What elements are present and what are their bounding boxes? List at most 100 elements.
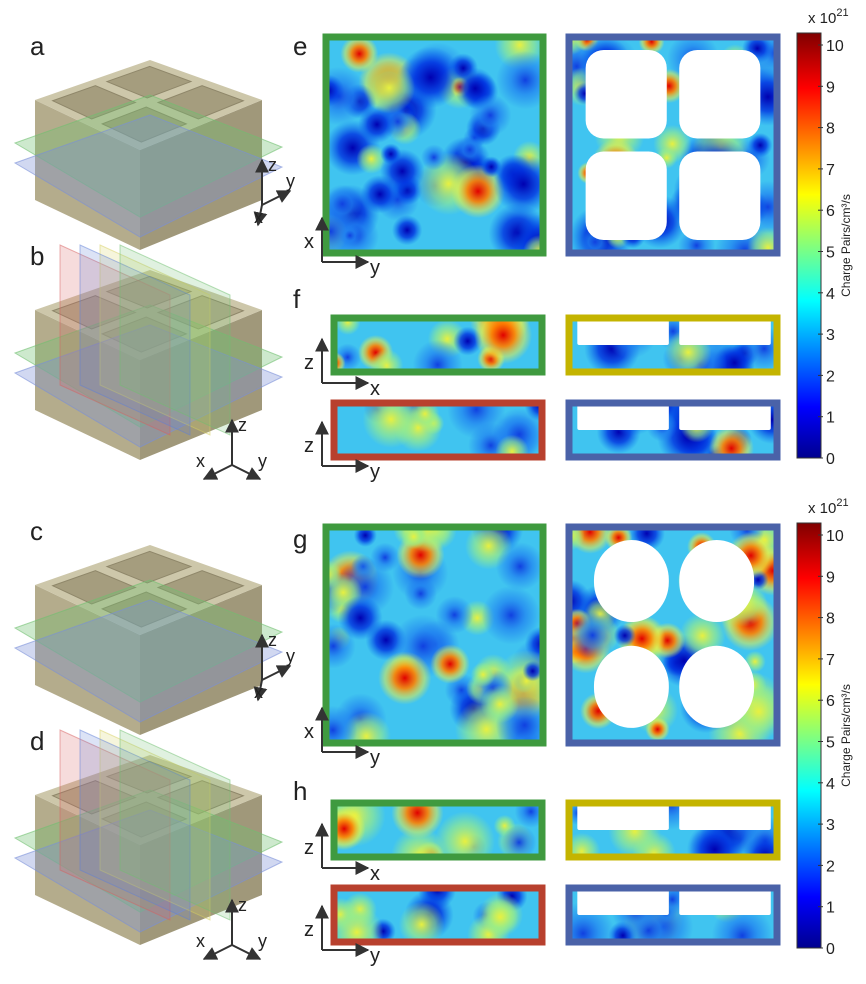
label: c [30,516,43,546]
heat-map [300,20,570,272]
label: 2 [826,858,835,875]
scale-prefix: x 10 [808,10,836,27]
label: x [304,721,314,743]
void [679,50,760,139]
label: y [370,461,380,483]
void [679,540,754,622]
heat-map [547,21,797,280]
label: z [304,919,314,941]
label: y [286,646,295,666]
axis-arrow [204,945,232,959]
heat-blob [495,435,529,469]
label: z [304,352,314,374]
label: Charge Pairs/cm³/s [839,194,853,297]
device-3d [15,545,282,735]
label: 4 [826,286,835,303]
void [679,803,771,830]
heat-blob [748,133,773,158]
label: 9 [826,569,835,586]
heat-blob [481,685,519,723]
label: z [238,415,247,435]
heat-blob [404,577,436,609]
label: 9 [826,79,835,96]
label: 1 [826,410,835,427]
axis-arrow [262,666,290,680]
scale-label: x 1021 [808,7,849,27]
label: 6 [826,203,835,220]
label: 10 [826,528,844,545]
heat-blob [456,136,483,163]
label: 0 [826,451,835,468]
label: 1 [826,900,835,917]
label: x [370,378,380,400]
void [679,403,771,430]
scale-label: x 1021 [808,497,849,517]
void [679,888,771,915]
heat-blob [709,426,754,471]
label: a [30,31,45,61]
heat-blob [335,310,360,335]
heat-blob [308,706,357,755]
scale-prefix: x 10 [808,500,836,517]
heat-map [563,778,790,878]
heat-blob [338,596,383,641]
label: y [370,257,380,279]
colorbar [797,33,821,458]
heat-blob [482,586,541,645]
label: z [268,630,277,650]
label: z [304,837,314,859]
axis-arrow [232,465,260,479]
heat-blob [392,215,422,245]
page: {"panel_labels": ["a", "b", "c", "d", "e… [0,0,866,984]
void [577,403,669,430]
heat-blob [436,596,474,634]
label: 4 [826,776,835,793]
heat-map [552,868,777,966]
label: d [30,726,44,756]
void [577,803,669,830]
void [577,318,669,345]
label: 7 [826,652,835,669]
heat-blob [363,62,415,114]
label: x [196,451,205,471]
label: z [304,435,314,457]
heat-blob [380,143,401,164]
heat-blob [614,624,636,646]
void [586,50,667,139]
void [577,888,669,915]
label: x [370,863,380,885]
heat-blob [421,144,447,170]
heat-blob [496,542,545,591]
heat-map [323,871,542,959]
label: z [238,895,247,915]
label: z [268,155,277,175]
void [594,540,669,622]
heat-blob [435,811,495,871]
figure: abcdefghzyxzxyzyxzxyxyzxzyxyzxzyx 1021Ch… [0,0,866,984]
label: 10 [826,38,844,55]
label: x [196,931,205,951]
void [679,646,754,728]
label: 5 [826,245,835,262]
label: 7 [826,162,835,179]
heat-blob [430,644,469,683]
scale-exponent: 21 [836,7,848,19]
label: h [293,776,307,806]
label: y [258,451,267,471]
label: 6 [826,693,835,710]
label: 8 [826,611,835,628]
scale-exponent: 21 [836,497,848,509]
label: y [258,931,267,951]
label: x [254,682,263,702]
heat-blob [413,340,463,390]
label: y [370,945,380,967]
label: b [30,241,44,271]
heat-blob [569,612,616,659]
heat-blob [340,35,378,73]
heat-blob [481,156,502,177]
label: f [293,284,301,314]
device-3d [15,60,282,250]
heat-blob [378,651,431,704]
void [594,646,669,728]
label: 3 [826,327,835,344]
